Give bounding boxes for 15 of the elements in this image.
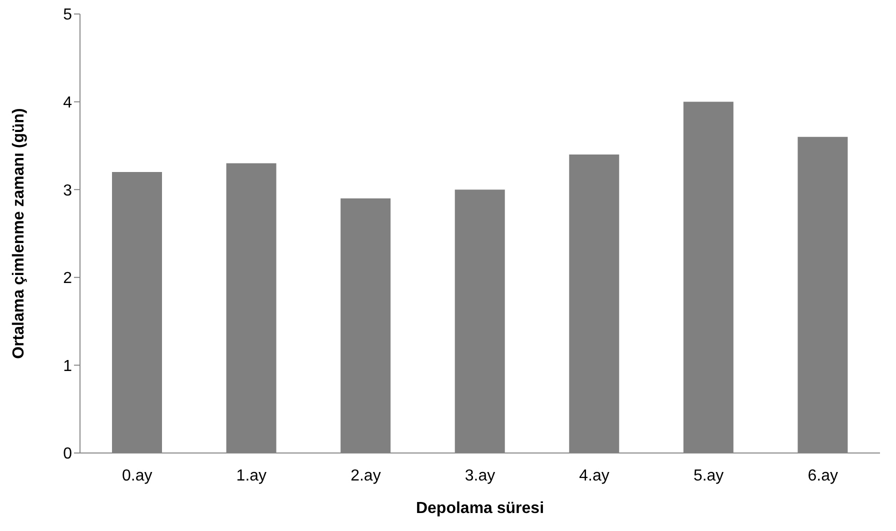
x-tick-label: 1.ay	[236, 467, 267, 484]
y-tick-label: 1	[63, 358, 72, 375]
x-tick-label: 0.ay	[122, 467, 152, 484]
y-tick-label: 4	[63, 94, 72, 112]
x-tick-label: 2.ay	[350, 467, 381, 484]
x-tick-label: 6.ay	[808, 467, 838, 484]
x-axis-title: Depolama süresi	[416, 500, 544, 517]
y-tick-label: 5	[63, 6, 72, 24]
y-tick-label: 2	[63, 270, 72, 288]
x-tick-label: 5.ay	[693, 467, 724, 484]
y-axis-title: Ortalama çimlenme zamanı (gün)	[10, 108, 28, 359]
x-tick-label: 3.ay	[464, 467, 496, 484]
y-tick-label: 3	[63, 182, 72, 200]
x-tick-label: 4.ay	[579, 467, 610, 484]
y-tick-label: 0	[63, 446, 72, 463]
